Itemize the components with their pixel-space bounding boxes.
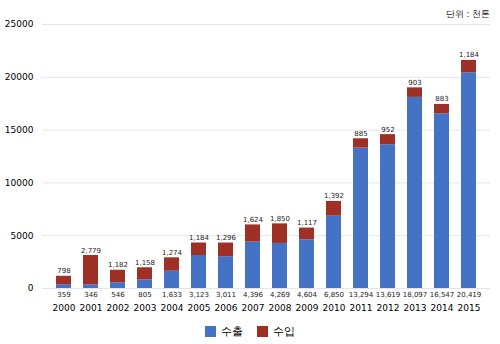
svg-text:346: 346 bbox=[84, 291, 98, 299]
svg-text:883: 883 bbox=[435, 95, 448, 103]
svg-text:1,158: 1,158 bbox=[135, 259, 155, 267]
svg-text:2008: 2008 bbox=[269, 303, 292, 313]
svg-text:2012: 2012 bbox=[377, 303, 400, 313]
svg-text:20000: 20000 bbox=[5, 72, 34, 82]
svg-text:6,850: 6,850 bbox=[324, 291, 344, 299]
svg-text:3,123: 3,123 bbox=[189, 291, 209, 299]
svg-text:1,624: 1,624 bbox=[243, 216, 264, 224]
svg-text:2014: 2014 bbox=[431, 303, 454, 313]
svg-text:1,392: 1,392 bbox=[324, 192, 344, 200]
svg-text:2004: 2004 bbox=[161, 303, 184, 313]
svg-text:2010: 2010 bbox=[323, 303, 346, 313]
svg-text:1,633: 1,633 bbox=[162, 291, 182, 299]
svg-text:1,850: 1,850 bbox=[270, 215, 290, 223]
svg-text:903: 903 bbox=[408, 79, 421, 87]
svg-text:2006: 2006 bbox=[215, 303, 238, 313]
svg-text:20,419: 20,419 bbox=[457, 291, 482, 299]
svg-text:546: 546 bbox=[111, 291, 125, 299]
svg-text:1,274: 1,274 bbox=[162, 249, 183, 257]
svg-text:2011: 2011 bbox=[350, 303, 373, 313]
svg-text:2,779: 2,779 bbox=[81, 247, 101, 255]
html-text:수입: 수입 bbox=[273, 324, 295, 338]
svg-text:4,396: 4,396 bbox=[243, 291, 264, 299]
svg-text:10000: 10000 bbox=[5, 178, 34, 188]
svg-text:1,184: 1,184 bbox=[459, 51, 480, 59]
svg-text:15000: 15000 bbox=[5, 125, 34, 135]
svg-text:2002: 2002 bbox=[107, 303, 130, 313]
svg-text:3,011: 3,011 bbox=[216, 291, 236, 299]
svg-text:18,097: 18,097 bbox=[403, 291, 428, 299]
svg-text:2005: 2005 bbox=[188, 303, 211, 313]
svg-text:16,547: 16,547 bbox=[430, 291, 455, 299]
svg-text:1,296: 1,296 bbox=[216, 234, 237, 242]
svg-text:단위 : 천톤: 단위 : 천톤 bbox=[446, 9, 491, 19]
svg-text:2001: 2001 bbox=[80, 303, 103, 313]
svg-text:805: 805 bbox=[138, 291, 151, 299]
svg-text:2003: 2003 bbox=[134, 303, 157, 313]
svg-text:4,604: 4,604 bbox=[297, 291, 318, 299]
svg-text:0: 0 bbox=[28, 283, 34, 293]
svg-text:5000: 5000 bbox=[11, 231, 34, 241]
html-text:수출: 수출 bbox=[221, 324, 243, 338]
svg-text:2009: 2009 bbox=[296, 303, 319, 313]
svg-text:2013: 2013 bbox=[404, 303, 427, 313]
svg-text:2007: 2007 bbox=[242, 303, 265, 313]
svg-text:952: 952 bbox=[381, 126, 394, 134]
svg-text:25000: 25000 bbox=[5, 19, 34, 29]
svg-text:4,269: 4,269 bbox=[270, 291, 290, 299]
svg-text:1,117: 1,117 bbox=[297, 219, 317, 227]
svg-text:359: 359 bbox=[57, 291, 70, 299]
svg-text:2015: 2015 bbox=[458, 303, 481, 313]
svg-text:2000: 2000 bbox=[53, 303, 76, 313]
svg-text:798: 798 bbox=[57, 267, 70, 275]
svg-text:1,184: 1,184 bbox=[189, 234, 210, 242]
svg-text:1,182: 1,182 bbox=[108, 261, 128, 269]
svg-text:885: 885 bbox=[354, 130, 367, 138]
svg-text:13,294: 13,294 bbox=[349, 291, 374, 299]
svg-text:13,619: 13,619 bbox=[376, 291, 401, 299]
